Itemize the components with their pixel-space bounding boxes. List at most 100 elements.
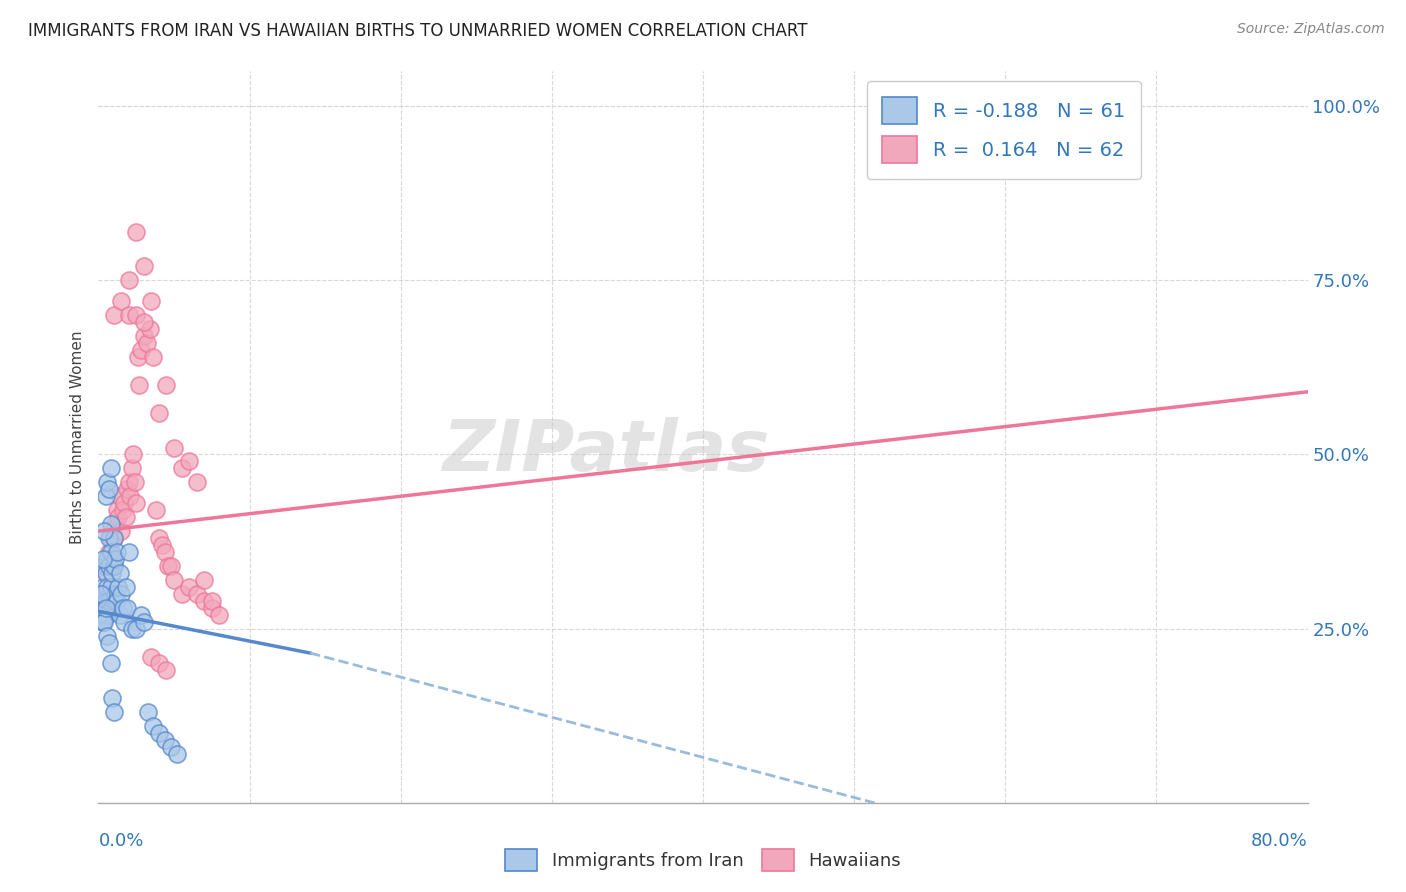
Point	[94, 594, 117, 608]
Point	[105, 503, 128, 517]
Point	[103, 558, 125, 573]
Point	[163, 573, 186, 587]
Point	[94, 600, 117, 615]
Point	[103, 308, 125, 322]
Point	[135, 336, 157, 351]
Point	[125, 622, 148, 636]
Point	[101, 600, 124, 615]
Point	[103, 705, 125, 719]
Legend: R = -0.188   N = 61, R =  0.164   N = 62: R = -0.188 N = 61, R = 0.164 N = 62	[866, 81, 1140, 179]
Point	[105, 545, 128, 559]
Point	[148, 406, 170, 420]
Point	[129, 343, 152, 357]
Point	[142, 350, 165, 364]
Point	[132, 329, 155, 343]
Point	[148, 657, 170, 671]
Point	[179, 580, 201, 594]
Point	[136, 705, 159, 719]
Point	[101, 552, 124, 566]
Legend: Immigrants from Iran, Hawaiians: Immigrants from Iran, Hawaiians	[498, 842, 908, 879]
Point	[91, 552, 114, 566]
Point	[148, 726, 170, 740]
Point	[98, 545, 121, 559]
Point	[110, 294, 132, 309]
Text: Source: ZipAtlas.com: Source: ZipAtlas.com	[1237, 22, 1385, 37]
Point	[114, 580, 136, 594]
Point	[107, 580, 129, 594]
Point	[100, 531, 122, 545]
Point	[201, 594, 224, 608]
Point	[160, 740, 183, 755]
Point	[110, 587, 132, 601]
Point	[96, 580, 118, 594]
Point	[91, 615, 114, 629]
Point	[90, 587, 112, 601]
Point	[104, 552, 127, 566]
Point	[105, 594, 128, 608]
Point	[127, 350, 149, 364]
Point	[96, 558, 118, 573]
Point	[118, 475, 141, 490]
Point	[115, 600, 138, 615]
Point	[93, 587, 115, 601]
Point	[111, 503, 134, 517]
Point	[100, 545, 122, 559]
Point	[139, 322, 162, 336]
Point	[121, 622, 143, 636]
Point	[103, 558, 125, 573]
Point	[98, 594, 121, 608]
Point	[96, 607, 118, 622]
Point	[100, 461, 122, 475]
Point	[89, 607, 111, 622]
Point	[193, 573, 215, 587]
Point	[98, 635, 121, 649]
Point	[208, 607, 231, 622]
Point	[118, 545, 141, 559]
Point	[132, 315, 155, 329]
Point	[100, 580, 122, 594]
Point	[98, 483, 121, 497]
Point	[121, 461, 143, 475]
Point	[125, 308, 148, 322]
Point	[170, 461, 193, 475]
Point	[93, 615, 115, 629]
Point	[201, 600, 224, 615]
Point	[108, 607, 131, 622]
Point	[98, 531, 121, 545]
Point	[129, 607, 152, 622]
Point	[115, 483, 138, 497]
Point	[141, 294, 163, 309]
Point	[128, 377, 150, 392]
Point	[91, 615, 114, 629]
Point	[156, 558, 179, 573]
Point	[155, 377, 177, 392]
Point	[132, 260, 155, 274]
Point	[132, 615, 155, 629]
Point	[153, 545, 176, 559]
Point	[112, 615, 135, 629]
Point	[111, 600, 134, 615]
Point	[112, 496, 135, 510]
Y-axis label: Births to Unmarried Women: Births to Unmarried Women	[69, 330, 84, 544]
Point	[94, 489, 117, 503]
Point	[186, 587, 208, 601]
Point	[163, 441, 186, 455]
Point	[104, 517, 127, 532]
Point	[100, 517, 122, 532]
Point	[94, 607, 117, 622]
Point	[155, 664, 177, 678]
Point	[142, 719, 165, 733]
Point	[153, 733, 176, 747]
Point	[114, 510, 136, 524]
Text: 0.0%: 0.0%	[98, 832, 143, 850]
Point	[100, 657, 122, 671]
Point	[91, 580, 114, 594]
Point	[193, 594, 215, 608]
Point	[145, 503, 167, 517]
Point	[104, 587, 127, 601]
Point	[125, 225, 148, 239]
Point	[94, 566, 117, 580]
Point	[103, 594, 125, 608]
Point	[120, 489, 142, 503]
Point	[108, 566, 131, 580]
